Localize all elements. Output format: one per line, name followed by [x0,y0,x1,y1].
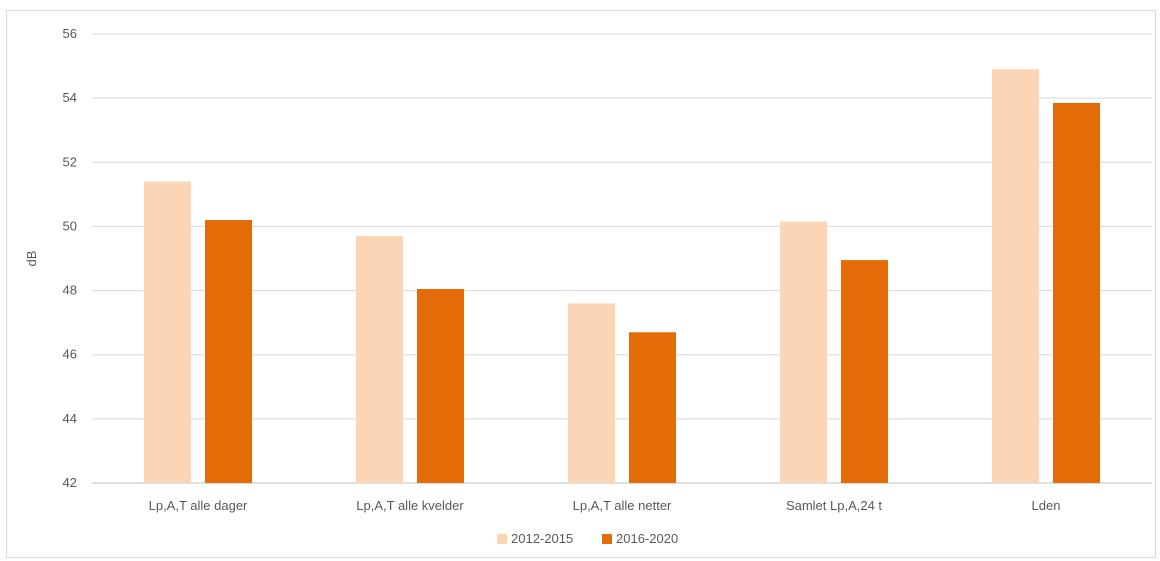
y-tick-labels: 42 44 46 48 50 52 54 56 [63,26,77,490]
y-tick-label: 50 [63,218,77,233]
gridlines [92,33,1152,484]
bar-2016-2020-4 [841,260,888,483]
y-tick-label: 44 [63,411,77,426]
legend-swatch [497,534,507,544]
bar-2012-2015-1 [144,181,191,483]
x-tick-label: Lp,A,T alle kvelder [356,498,464,513]
x-tick-labels: Lp,A,T alle dager Lp,A,T alle kvelder Lp,A… [149,498,1061,513]
bar-2016-2020-5 [1053,102,1100,483]
legend-label: 2016-2020 [616,531,678,546]
bar-2016-2020-3 [629,332,676,483]
legend-label: 2012-2015 [511,531,573,546]
bar-2012-2015-4 [780,221,827,483]
y-tick-label: 46 [63,347,77,362]
bars [144,69,1100,484]
bar-2012-2015-5 [992,69,1039,484]
x-tick-label: Samlet Lp,A,24 t [786,498,882,513]
y-tick-label: 48 [63,283,77,298]
y-tick-label: 56 [63,26,77,41]
y-tick-label: 52 [63,154,77,169]
x-tick-label: Lp,A,T alle dager [149,498,248,513]
bar-2012-2015-3 [568,303,615,483]
x-tick-label: Lp,A,T alle netter [573,498,672,513]
y-axis-label: dB [24,251,39,267]
bar-2016-2020-1 [205,220,252,483]
bar-2012-2015-2 [356,236,403,483]
chart-frame [6,10,1156,558]
x-tick-label: Lden [1032,498,1061,513]
y-tick-label: 54 [63,90,77,105]
bar-2016-2020-2 [417,288,464,483]
y-tick-label: 42 [63,475,77,490]
legend: 2012-2015 2016-2020 [497,531,678,546]
legend-swatch [602,534,612,544]
